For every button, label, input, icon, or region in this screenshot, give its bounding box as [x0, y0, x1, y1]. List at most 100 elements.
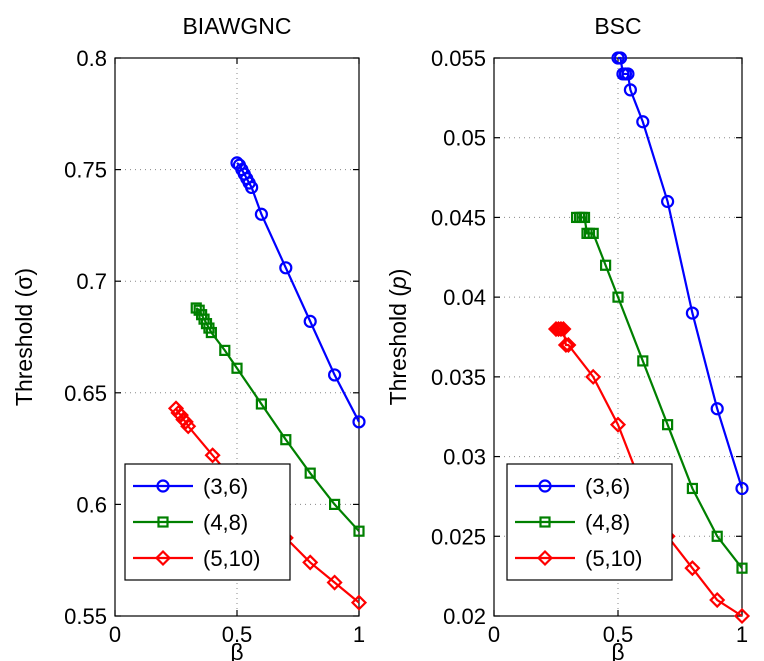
panel-1-series-point: [326, 574, 343, 591]
panel-2-xlabel: β: [611, 639, 624, 661]
panel-2-series-point: [555, 320, 572, 338]
panel-2-legend: (3,6) (4,8) (5,10): [506, 463, 673, 581]
panel-1-legend-label: (3,6): [203, 474, 248, 499]
panel-2-legend-label: (4,8): [585, 510, 630, 535]
panel-1-legend-label: (5,10): [203, 546, 260, 571]
panel-1-series-point: [304, 467, 316, 479]
panel-2-ylabel-symbol: p: [385, 276, 411, 290]
panel-1-ylabel: Threshold (σ): [11, 268, 37, 406]
panel-1-series-point: [205, 326, 217, 339]
panel-1-xlabel: β: [230, 639, 243, 661]
panel-1-series-point: [352, 415, 366, 429]
panel-2-ytick-label: 0.02: [443, 604, 486, 629]
panel-2-series-line: [576, 216, 743, 569]
panel-1-legend: (3,6) (4,8) (5,10): [124, 463, 291, 581]
panel-2-ytick-label: 0.03: [443, 445, 486, 470]
panel-1-series-point: [245, 180, 259, 195]
panel-2-series-point: [621, 67, 635, 81]
panel-2-series-point: [735, 481, 749, 496]
panel-2-ytick-label: 0.035: [431, 365, 486, 390]
panel-1-xtick-label: 0.5: [222, 622, 253, 647]
panel-2-series-point: [736, 562, 748, 574]
panel-2-series-point: [557, 336, 574, 354]
panel-1-xtick-label: 1: [353, 622, 365, 647]
panel-2-ylabel-text: Threshold (: [385, 289, 411, 406]
panel-2-legend-swatch-marker: [539, 516, 551, 528]
panel-2-series-point: [623, 83, 638, 97]
panel-2-legend-swatch-marker: [536, 549, 554, 567]
panel-2-series-point: [685, 306, 700, 320]
panel-2-ytick-label: 0.05: [443, 126, 486, 151]
panel-2-series-point: [578, 211, 591, 224]
panel-1-series-point: [302, 554, 319, 571]
panel-2-series-point: [709, 592, 726, 609]
panel-2-ylabel: Threshold (p): [385, 269, 411, 406]
panel-2-series-point: [684, 560, 701, 577]
panel-2-series-point: [612, 291, 624, 303]
panel-1-series-line: [236, 162, 360, 423]
panel-1-series-point: [231, 362, 243, 374]
panel-1-ylabel-close: ): [11, 268, 37, 276]
panel-2-series-point: [613, 51, 628, 65]
panel-2-series-point: [636, 115, 650, 129]
panel-2-ytick-label: 0.045: [431, 205, 486, 230]
panel-2-legend-label: (3,6): [585, 474, 630, 499]
panel-2-series-point: [585, 368, 602, 385]
panel-1-series-2: [190, 302, 365, 537]
panel-2-ytick-label: 0.04: [443, 285, 486, 310]
panel-1-title: BIAWGNC: [182, 13, 291, 39]
panel-2-ytick-label: 0.055: [431, 46, 486, 71]
panel-1-series-point: [328, 368, 342, 382]
panel-1-ylabel-text: Threshold (: [11, 289, 37, 406]
panel-1-series-point: [204, 447, 221, 464]
panel-1-ytick-label: 0.6: [76, 492, 107, 517]
panel-1-series-point: [254, 207, 268, 221]
panel-1-series-1: [230, 156, 366, 429]
panel-2-series-point: [560, 336, 577, 354]
panel-1-ylabel-symbol: σ: [11, 276, 37, 290]
panel-2-series-point: [587, 227, 599, 239]
panel-1-series-point: [353, 525, 365, 537]
panel-2-title: BSC: [594, 13, 641, 39]
panel-2: 0 0.5 1 0.02 0.025 0.03 0.035 0.04 0.045 0.05 0.05…: [385, 13, 751, 661]
panel-2-series-point: [552, 320, 570, 338]
panel-2-series-1: [611, 51, 749, 496]
panel-2-series-point: [733, 607, 751, 625]
panel-1-ytick-label: 0.75: [64, 158, 107, 183]
panel-2-xtick-label: 1: [736, 622, 748, 647]
panel-1-series-point: [180, 418, 197, 435]
panel-1-ytick-label: 0.8: [76, 46, 107, 71]
panel-1-series-point: [255, 398, 267, 410]
panel-2-xtick-label: 0: [488, 622, 500, 647]
panel-2-series-point: [599, 259, 612, 271]
panel-2-series-2: [570, 211, 748, 574]
panel-2-ylabel-close: ): [385, 269, 411, 277]
panel-2-series-point: [711, 530, 723, 542]
panel-1-ytick-label: 0.65: [64, 381, 107, 406]
panel-1-legend-swatch-marker: [157, 516, 169, 528]
panel-1-legend-swatch-marker: [156, 479, 170, 493]
panel-1-ytick-label: 0.7: [76, 269, 107, 294]
panel-1-legend-swatch-marker: [154, 549, 172, 567]
panel-2-xtick-label: 0.5: [603, 622, 634, 647]
panel-1-series-point: [280, 434, 292, 446]
panel-2-legend-swatch-marker: [538, 479, 552, 493]
panel-2-series-point: [710, 402, 724, 416]
panel-1-xtick-label: 0: [109, 622, 121, 647]
panel-2-ytick-label: 0.025: [431, 524, 486, 549]
panel-1-series-point: [329, 498, 341, 510]
panel-1-series-point: [303, 314, 317, 328]
panel-1-series-point: [350, 594, 368, 611]
panel-1-ytick-label: 0.55: [64, 604, 107, 629]
panel-1: 0 0.5 1 0.55 0.6 0.65 0.7 0.75 0.8 BIAWGNC β Thresh…: [11, 13, 368, 661]
panel-2-legend-label: (5,10): [585, 546, 642, 571]
panel-1-series-point: [279, 261, 293, 275]
panel-1-legend-label: (4,8): [203, 510, 248, 535]
panel-2-series-point: [661, 419, 674, 431]
panel-1-series-point: [177, 413, 194, 430]
panel-2-series-point: [550, 320, 567, 338]
panel-1-series-point: [219, 344, 231, 356]
panel-2-series-point: [686, 482, 699, 495]
panel-2-series-3: [547, 320, 751, 625]
